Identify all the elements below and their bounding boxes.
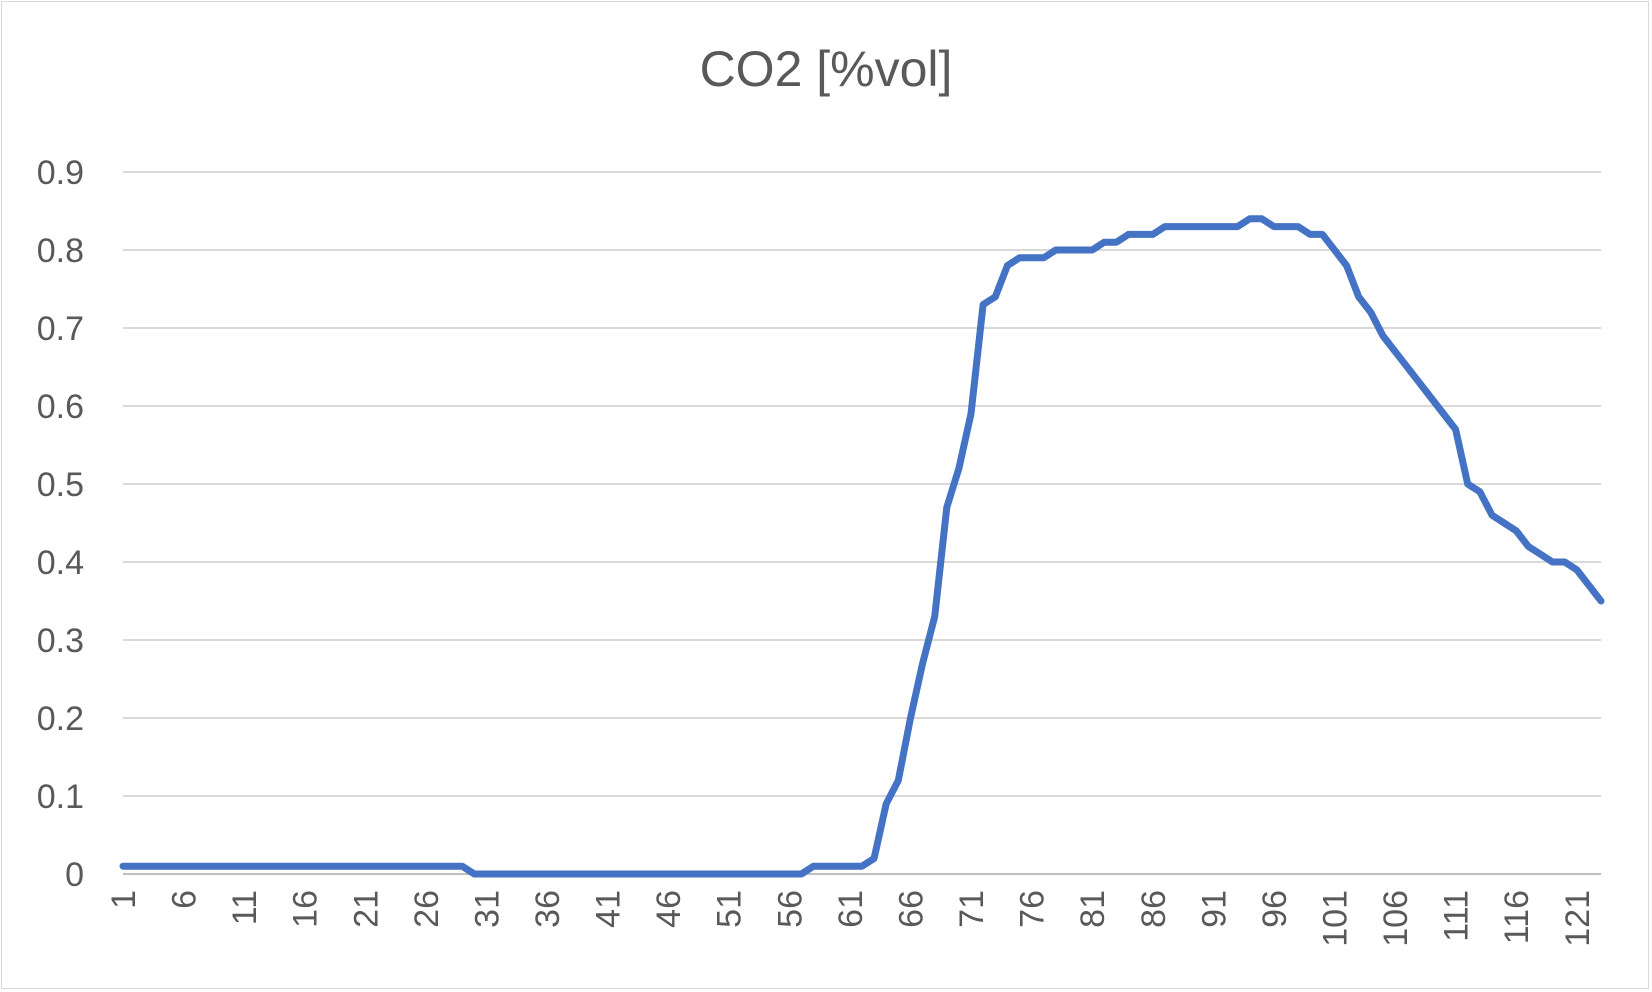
x-tick-label: 111 bbox=[1438, 890, 1476, 942]
y-tick-label: 0 bbox=[65, 856, 84, 894]
y-tick-label: 0.2 bbox=[37, 700, 84, 738]
x-tick-label: 86 bbox=[1135, 890, 1173, 928]
x-tick-label: 56 bbox=[771, 890, 809, 928]
x-tick-label: 61 bbox=[832, 890, 870, 928]
y-tick-label: 0.4 bbox=[37, 544, 84, 582]
x-tick-label: 36 bbox=[529, 890, 567, 928]
x-tick-label: 116 bbox=[1498, 890, 1536, 944]
x-tick-label: 11 bbox=[226, 890, 264, 925]
x-tick-label: 16 bbox=[287, 890, 325, 928]
x-tick-label: 6 bbox=[166, 890, 204, 909]
x-tick-label: 106 bbox=[1377, 890, 1415, 947]
y-tick-label: 0.6 bbox=[37, 388, 84, 426]
y-tick-label: 0.3 bbox=[37, 622, 84, 660]
x-tick-label: 51 bbox=[711, 890, 749, 928]
x-tick-label: 1 bbox=[105, 890, 143, 909]
x-tick-label: 81 bbox=[1074, 890, 1112, 928]
x-tick-label: 41 bbox=[590, 890, 628, 928]
y-tick-label: 0.8 bbox=[37, 232, 84, 270]
x-tick-label: 121 bbox=[1559, 890, 1597, 947]
x-tick-label: 71 bbox=[953, 890, 991, 928]
x-tick-label: 76 bbox=[1014, 890, 1052, 928]
x-tick-label: 21 bbox=[347, 890, 385, 928]
chart-title: CO2 [%vol] bbox=[699, 41, 953, 97]
x-tick-label: 66 bbox=[892, 890, 930, 928]
x-tick-label: 46 bbox=[650, 890, 688, 928]
y-tick-label: 0.7 bbox=[37, 310, 84, 348]
x-tick-label: 91 bbox=[1195, 890, 1233, 928]
series-line-1 bbox=[119, 215, 1605, 878]
x-tick-label: 96 bbox=[1256, 890, 1294, 928]
y-tick-label: 0.9 bbox=[37, 154, 84, 192]
x-tick-label: 31 bbox=[468, 890, 506, 928]
x-tick-label: 26 bbox=[408, 890, 446, 928]
x-tick-label: 101 bbox=[1316, 890, 1354, 947]
y-tick-label: 0.5 bbox=[37, 466, 84, 504]
y-tick-label: 0.1 bbox=[37, 778, 84, 816]
